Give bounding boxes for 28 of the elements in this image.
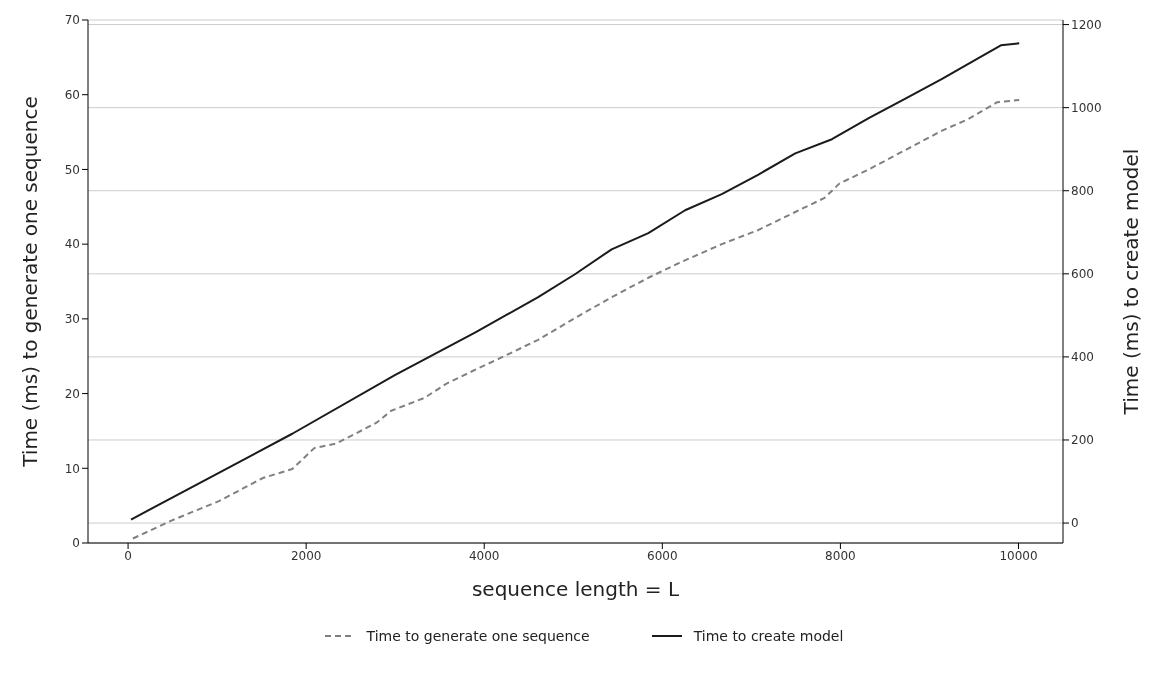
- x-axis-title: sequence length = L: [471, 577, 680, 601]
- x-tick-label: 8000: [825, 548, 856, 563]
- y-tick-label: 50: [64, 162, 80, 177]
- y2-tick-label: 1200: [1071, 17, 1102, 32]
- y-tick-label: 30: [64, 312, 80, 327]
- y-tick-label: 20: [64, 386, 80, 401]
- legend-label: Time to create model: [693, 628, 844, 644]
- line-series: [130, 42, 1021, 521]
- y-tick-label: 0: [72, 536, 80, 551]
- y-tick-label: 70: [64, 13, 80, 28]
- y2-axis-title: Time (ms) to create model: [1119, 148, 1144, 416]
- y-tick-label: 40: [64, 237, 80, 252]
- y-tick-label: 10: [64, 461, 80, 476]
- y2-tick-label: 0: [1071, 516, 1079, 531]
- y2-tick-label: 1000: [1071, 100, 1102, 115]
- x-tick-label: 0: [124, 548, 132, 563]
- y2-tick-label: 600: [1071, 267, 1094, 282]
- y-axis-title: Time (ms) to generate one sequence: [18, 96, 43, 468]
- y2-tick-label: 200: [1071, 433, 1094, 448]
- y2-tick-label: 400: [1071, 350, 1094, 365]
- x-tick-label: 2000: [290, 548, 322, 563]
- x-tick-label: 4000: [468, 548, 500, 563]
- y2-tick-label: 800: [1071, 183, 1094, 198]
- x-tick-label: 6000: [647, 548, 678, 563]
- y-tick-label: 60: [64, 87, 80, 102]
- legend-label: Time to generate one sequence: [366, 628, 590, 644]
- x-tick-label: 10000: [999, 548, 1038, 563]
- line-series: [131, 98, 1021, 540]
